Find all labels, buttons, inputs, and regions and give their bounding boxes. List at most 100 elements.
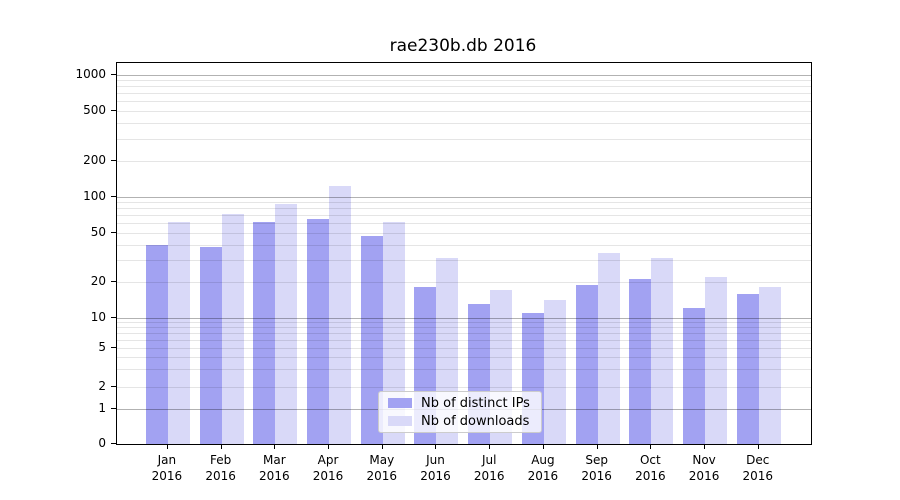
x-tick (381, 444, 383, 449)
gridline (117, 317, 811, 319)
bar-ips-dec (736, 293, 759, 444)
x-tick-label: Jan 2016 (151, 453, 183, 483)
x-tick-label: Oct 2016 (635, 453, 666, 483)
y-tick (111, 443, 116, 445)
bar-downloads-nov (705, 276, 728, 444)
y-tick (111, 316, 116, 318)
gridline (117, 244, 811, 246)
x-tick (650, 444, 652, 449)
y-tick-label: 1000 (75, 66, 106, 81)
y-tick (111, 110, 116, 111)
bar-downloads-dec (758, 287, 781, 444)
x-tick-label: Nov 2016 (688, 453, 720, 483)
gridline (117, 208, 811, 210)
bar-ips-jan (145, 244, 168, 444)
legend-item-downloads: Nb of downloads (379, 414, 541, 429)
y-tick-label: 10 (90, 309, 106, 324)
x-tick (220, 444, 222, 449)
x-tick (596, 444, 598, 449)
gridline (117, 202, 811, 204)
gridline (117, 111, 811, 112)
x-tick (328, 444, 330, 449)
x-tick-label: Sep 2016 (581, 453, 612, 483)
x-tick-label: Dec 2016 (742, 453, 774, 483)
x-tick-label: Apr 2016 (312, 453, 344, 483)
gridline (117, 215, 811, 217)
gridline (117, 327, 811, 329)
x-tick (274, 444, 276, 449)
bar-ips-oct (629, 279, 652, 444)
y-tick-label: 200 (83, 152, 106, 167)
legend-swatch-downloads (388, 416, 412, 426)
bar-downloads-feb (221, 213, 244, 444)
y-tick-label: 20 (90, 274, 106, 288)
y-tick (111, 231, 116, 233)
gridline (117, 223, 811, 225)
gridline (117, 160, 811, 162)
chart-title: rae230b.db 2016 (389, 36, 537, 56)
x-tick-label: Aug 2016 (527, 453, 559, 483)
x-tick (166, 444, 168, 449)
x-tick (435, 444, 437, 449)
gridline (117, 232, 811, 234)
legend-item-distinct-ips: Nb of distinct IPs (379, 396, 541, 411)
bar-downloads-mar (275, 203, 298, 444)
y-tick-label: 2 (98, 378, 106, 393)
gridline (117, 86, 811, 88)
gridline (117, 80, 811, 82)
gridline (117, 93, 811, 95)
bar-ips-mar (253, 222, 276, 444)
bar-ips-apr (307, 219, 330, 444)
x-tick-label: Jun 2016 (420, 453, 451, 483)
gridline (117, 369, 811, 371)
y-tick-label: 0 (98, 436, 106, 451)
gridline (117, 339, 811, 341)
x-tick-label: Jul 2016 (473, 453, 505, 483)
legend-label-distinct-ips: Nb of distinct IPs (421, 395, 530, 411)
plot-area (116, 62, 812, 445)
legend-label-downloads: Nb of downloads (421, 413, 530, 429)
y-tick (111, 281, 116, 282)
gridline (117, 74, 811, 76)
legend-swatch-distinct-ips (388, 398, 412, 408)
gridline (117, 357, 811, 359)
gridline (117, 260, 811, 262)
legend: Nb of distinct IPs Nb of downloads (378, 391, 542, 433)
x-tick (542, 444, 544, 449)
gridline (117, 347, 811, 349)
y-tick (111, 159, 116, 161)
y-tick (111, 407, 116, 409)
gridline (117, 333, 811, 335)
bar-downloads-may (382, 221, 405, 444)
gridline (117, 138, 811, 140)
x-tick (757, 444, 759, 449)
y-tick-label: 1 (98, 400, 106, 415)
bar-downloads-oct (651, 258, 674, 444)
x-tick-label: May 2016 (366, 453, 398, 483)
y-tick (111, 346, 116, 348)
gridline (117, 322, 811, 324)
y-tick-label: 50 (90, 224, 106, 239)
x-tick-label: Feb 2016 (205, 453, 236, 483)
bar-downloads-aug (543, 300, 566, 444)
bar-ips-feb (199, 247, 222, 444)
gridline (117, 196, 811, 198)
x-tick (704, 444, 706, 449)
x-tick-label: Mar 2016 (259, 453, 290, 483)
y-tick (111, 73, 116, 75)
bar-downloads-sep (597, 253, 620, 444)
bar-downloads-apr (329, 185, 352, 444)
y-tick-label: 5 (98, 339, 106, 354)
gridline (117, 101, 811, 103)
bar-ips-may (360, 236, 383, 444)
gridline (117, 123, 811, 125)
x-tick (489, 444, 491, 449)
gridline (117, 282, 811, 283)
y-tick (111, 385, 116, 387)
bar-ips-nov (683, 308, 706, 444)
bar-ips-sep (575, 284, 598, 444)
y-tick (111, 195, 116, 197)
bar-downloads-jan (167, 222, 190, 444)
y-tick-label: 100 (83, 188, 106, 203)
